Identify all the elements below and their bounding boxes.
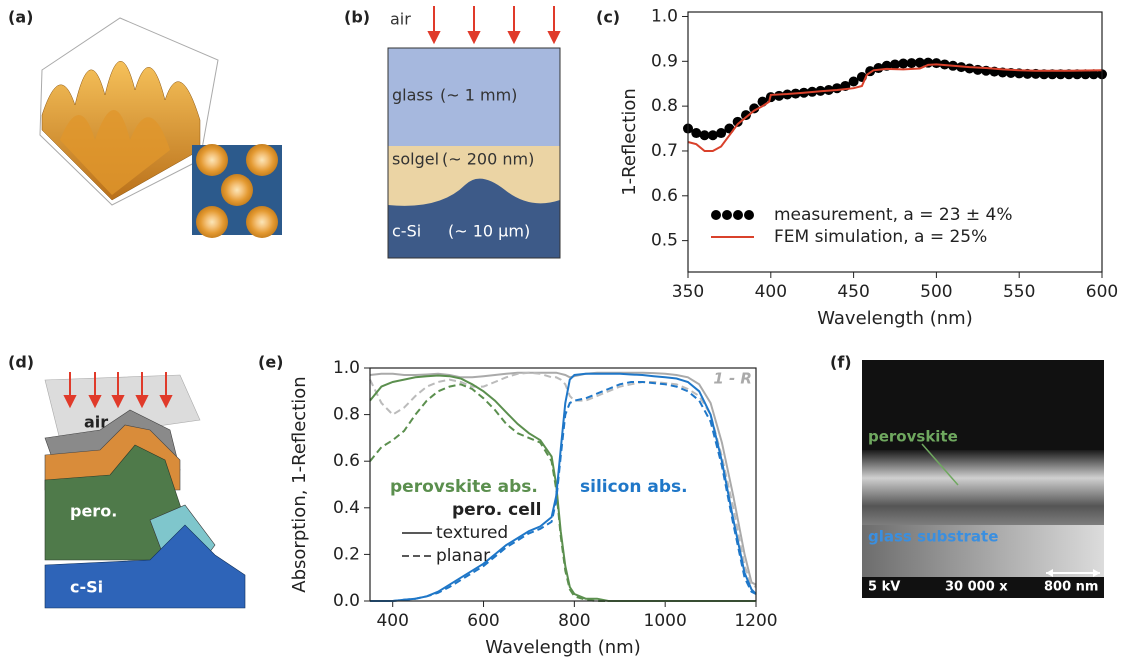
sem-footer: 5 kV	[868, 580, 900, 595]
layer-thickness: (~ 10 µm)	[448, 222, 530, 241]
legend-label: FEM simulation, a = 25%	[774, 227, 987, 247]
surface-plot	[40, 18, 218, 205]
y-axis-label: 1-Reflection	[619, 88, 640, 196]
panel-label: (c)	[596, 8, 620, 27]
legend-marker	[733, 210, 743, 220]
panel-label: (a)	[8, 8, 33, 27]
x-axis-label: Wavelength (nm)	[817, 308, 973, 329]
legend-label: planar	[436, 546, 490, 566]
micrograph	[862, 360, 1104, 598]
x-tick-label: 600	[467, 611, 499, 631]
x-tick-label: 800	[558, 611, 590, 631]
panel-label: (e)	[258, 353, 283, 372]
x-tick-label: 400	[755, 282, 787, 302]
y-tick-label: 0.7	[651, 141, 678, 161]
sem-label: glass substrate	[868, 528, 998, 546]
x-tick-label: 600	[1086, 282, 1118, 302]
legend-marker	[711, 210, 721, 220]
panel-label: (d)	[8, 353, 34, 372]
y-tick-label: 0.6	[651, 186, 678, 206]
x-tick-label: 450	[837, 282, 869, 302]
layer-name: c-Si	[392, 222, 421, 241]
y-tick-label: 1.0	[333, 358, 360, 378]
figure: air glass (~ 1 mm) solgel (~ 200 nm) c-S…	[0, 0, 1125, 668]
layer-name: solgel	[392, 150, 439, 169]
x-axis-label: Wavelength (nm)	[485, 637, 641, 658]
air-label: air	[390, 10, 411, 29]
layer-name: glass	[392, 86, 433, 105]
x-tick-label: 350	[672, 282, 704, 302]
region-label: air	[84, 413, 108, 432]
x-tick-label: 1200	[734, 611, 777, 631]
y-tick-label: 0.5	[651, 231, 678, 251]
legend-marker	[744, 210, 754, 220]
annotation: perovskite abs.	[390, 477, 538, 497]
panel-label: (f)	[830, 353, 852, 372]
y-tick-label: 0.8	[333, 405, 360, 425]
layer-diagram	[388, 6, 560, 258]
y-tick-label: 1.0	[651, 6, 678, 26]
y-tick-label: 0.6	[333, 451, 360, 471]
annotation: 1 - R	[713, 370, 752, 388]
legend-marker	[722, 210, 732, 220]
sem-footer: 30 000 x	[945, 580, 1008, 595]
y-tick-label: 0.8	[651, 96, 678, 116]
x-tick-label: 550	[1003, 282, 1035, 302]
panel-label: (b)	[344, 8, 370, 27]
annotation: silicon abs.	[580, 477, 688, 497]
region-label: pero.	[70, 502, 117, 521]
x-tick-label: 500	[920, 282, 952, 302]
legend-label: textured	[436, 523, 508, 543]
y-axis-label: Absorption, 1-Reflection	[289, 376, 310, 592]
x-tick-label: 400	[376, 611, 408, 631]
legend-title: pero. cell	[452, 500, 541, 520]
sem-footer: 800 nm	[1044, 580, 1098, 595]
y-tick-label: 0.0	[333, 591, 360, 611]
x-tick-label: 1000	[644, 611, 687, 631]
y-tick-label: 0.4	[333, 498, 360, 518]
region-label: c-Si	[70, 578, 103, 597]
layer-thickness: (~ 1 mm)	[440, 86, 517, 105]
y-tick-label: 0.2	[333, 544, 360, 564]
hex-pattern	[192, 144, 282, 238]
y-tick-label: 0.9	[651, 51, 678, 71]
mesh-diagram	[45, 372, 245, 608]
layer-thickness: (~ 200 nm)	[442, 150, 534, 169]
legend-label: measurement, a = 23 ± 4%	[774, 205, 1013, 225]
sem-label: perovskite	[868, 428, 958, 446]
